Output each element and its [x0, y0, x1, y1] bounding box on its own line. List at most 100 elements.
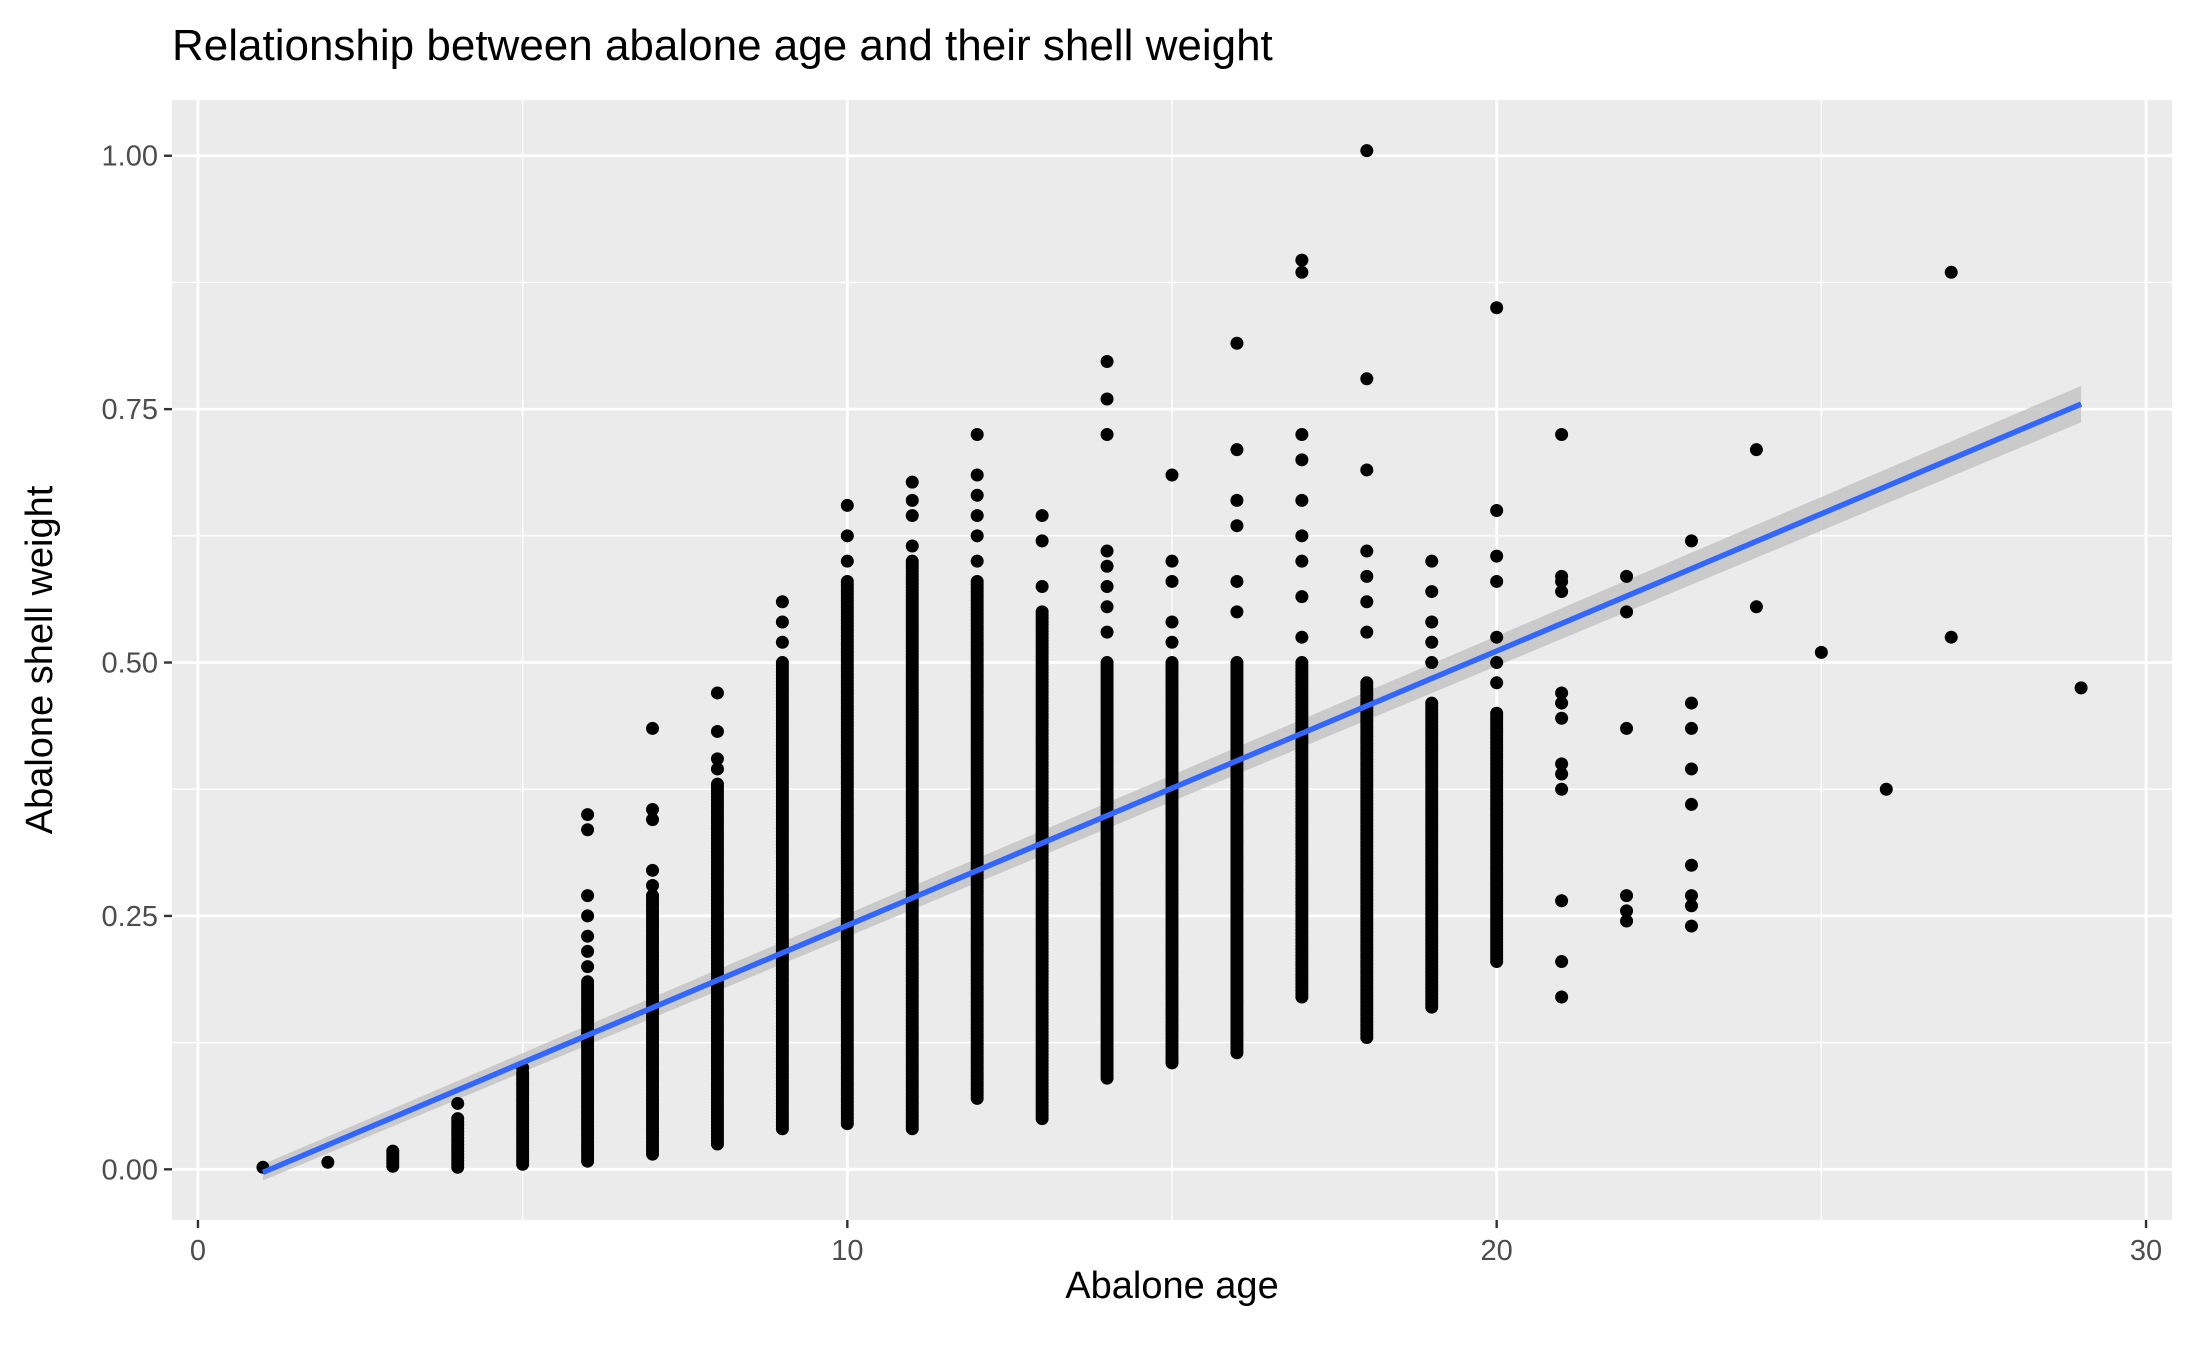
x-tick-label: 0 [190, 1235, 206, 1267]
data-point [581, 975, 595, 989]
data-point [1100, 600, 1114, 614]
data-point [1295, 253, 1309, 267]
data-point [1035, 534, 1049, 548]
data-point [1684, 889, 1698, 903]
data-point [2074, 681, 2088, 695]
data-point [1295, 265, 1309, 279]
data-point [1035, 605, 1049, 619]
data-point [1295, 529, 1309, 543]
data-point [1360, 372, 1374, 386]
data-point [1100, 427, 1114, 441]
data-point [1295, 656, 1309, 670]
data-point [1555, 686, 1569, 700]
data-point [1165, 615, 1179, 629]
data-point [1035, 509, 1049, 523]
data-point [775, 595, 789, 609]
data-point [1684, 919, 1698, 933]
data-point [1684, 858, 1698, 872]
data-point [1684, 899, 1698, 913]
data-point [970, 468, 984, 482]
data-point [1490, 676, 1504, 690]
data-point [581, 944, 595, 958]
data-point [1230, 656, 1244, 670]
y-axis-title: Abalone shell weight [19, 485, 61, 834]
data-point [646, 889, 660, 903]
data-point [1555, 569, 1569, 583]
data-point [1360, 463, 1374, 477]
data-point [970, 529, 984, 543]
data-point [1620, 721, 1634, 735]
trend-line [261, 401, 2083, 1175]
data-point [1230, 605, 1244, 619]
data-point [1100, 355, 1114, 369]
data-point [581, 960, 595, 974]
data-point [451, 1096, 465, 1110]
data-point [840, 554, 854, 568]
data-point [1425, 585, 1439, 599]
data-point [1230, 443, 1244, 457]
data-point [840, 574, 854, 588]
data-point [1879, 782, 1893, 796]
data-point [970, 509, 984, 523]
data-point [386, 1144, 400, 1158]
data-point [1555, 782, 1569, 796]
data-point [1295, 630, 1309, 644]
data-point [1230, 519, 1244, 533]
data-point [1100, 544, 1114, 558]
data-point [1749, 443, 1763, 457]
data-point [1425, 696, 1439, 710]
data-point [1620, 569, 1634, 583]
data-point [1555, 585, 1569, 599]
data-point [1295, 493, 1309, 507]
data-point [1360, 625, 1374, 639]
data-point [775, 656, 789, 670]
x-tick-label: 30 [2130, 1235, 2162, 1267]
data-point [1555, 696, 1569, 710]
data-point [646, 879, 660, 893]
data-point [1425, 615, 1439, 629]
y-tick-label: 0.75 [102, 394, 158, 426]
data-point [1684, 721, 1698, 735]
data-point [1490, 630, 1504, 644]
data-point [970, 488, 984, 502]
data-point [1360, 544, 1374, 558]
data-point [1490, 574, 1504, 588]
data-point [1230, 336, 1244, 350]
data-point [1360, 569, 1374, 583]
data-point [1165, 656, 1179, 670]
data-point [1684, 534, 1698, 548]
chart-title: Relationship between abalone age and the… [172, 21, 1273, 70]
data-point [451, 1112, 465, 1126]
data-point [1490, 656, 1504, 670]
data-point [1360, 144, 1374, 158]
data-point [1295, 453, 1309, 467]
data-point [1230, 493, 1244, 507]
data-point [1555, 990, 1569, 1004]
data-point [970, 427, 984, 441]
data-point [1684, 762, 1698, 776]
data-point [1944, 265, 1958, 279]
data-point [1425, 554, 1439, 568]
data-point [1555, 894, 1569, 908]
data-point [646, 863, 660, 877]
data-point [710, 686, 724, 700]
data-point [1490, 301, 1504, 315]
data-point [775, 635, 789, 649]
data-point [581, 823, 595, 837]
data-point [1944, 630, 1958, 644]
data-point [710, 762, 724, 776]
data-point [1230, 574, 1244, 588]
data-point [1555, 955, 1569, 969]
data-point [1620, 605, 1634, 619]
data-point [905, 509, 919, 523]
data-point [321, 1155, 335, 1169]
data-point [1684, 797, 1698, 811]
x-axis-title: Abalone age [1065, 1265, 1278, 1307]
data-point [1165, 554, 1179, 568]
y-axis-ticks: 0.00 0.25 0.50 0.75 1.00 [102, 141, 172, 1186]
data-point [710, 777, 724, 791]
data-point [905, 475, 919, 489]
data-point [581, 889, 595, 903]
data-point [1165, 468, 1179, 482]
